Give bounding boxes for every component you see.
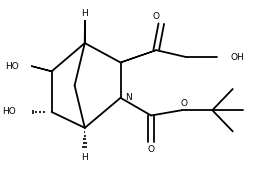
Text: H: H [81, 9, 88, 18]
Text: N: N [126, 93, 132, 102]
Text: H: H [81, 153, 88, 162]
Polygon shape [84, 20, 85, 43]
Text: HO: HO [2, 108, 16, 116]
Text: O: O [181, 99, 188, 108]
Text: O: O [148, 145, 155, 154]
Polygon shape [120, 50, 156, 63]
Text: HO: HO [5, 62, 18, 70]
Text: OH: OH [230, 53, 244, 62]
Polygon shape [31, 66, 52, 72]
Text: O: O [153, 12, 160, 21]
